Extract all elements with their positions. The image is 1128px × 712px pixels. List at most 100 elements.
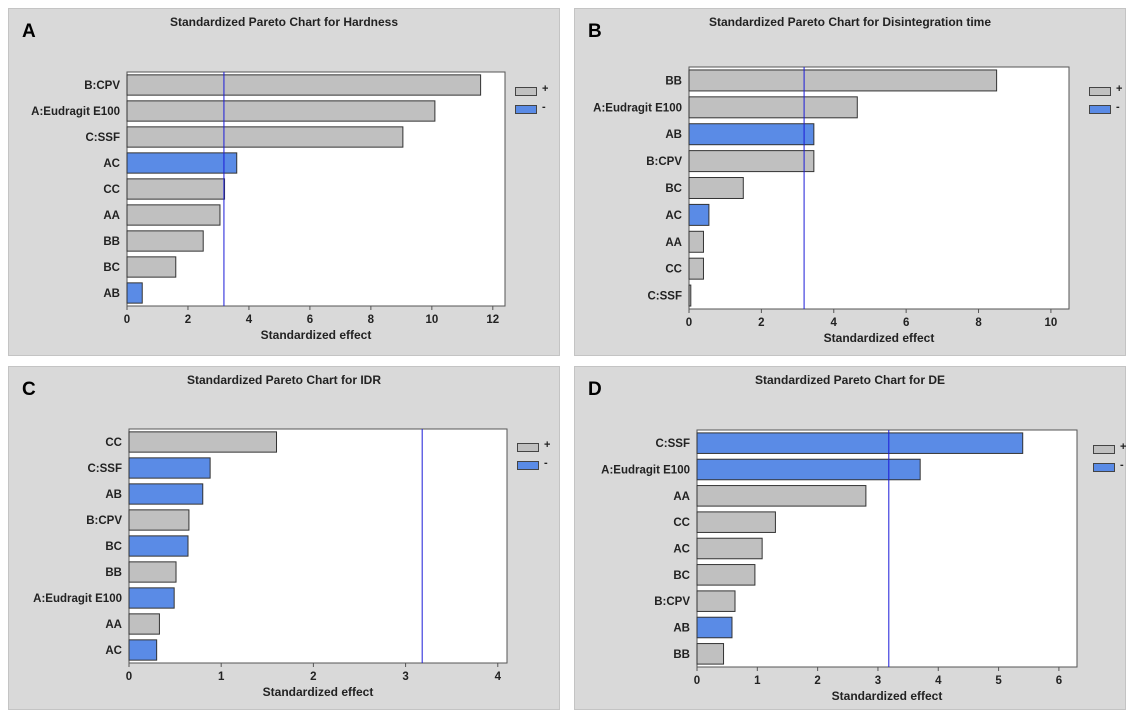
legend-swatch-negative xyxy=(1089,105,1111,114)
legend-swatch-negative xyxy=(1093,463,1115,472)
category-label: B:CPV xyxy=(654,596,690,608)
category-label: B:CPV xyxy=(86,515,122,527)
panel-label-c: C xyxy=(22,379,36,400)
chart-svg-a: B:CPV A:Eudragit E100 C:SSF AC CC AA BB BC AB 0 2 4… xyxy=(31,71,506,342)
bar xyxy=(126,230,204,252)
category-label: C:SSF xyxy=(86,132,121,144)
chart-svg-c: CC C:SSF AB B:CPV BC BB A:Eudragit E100 AA AC 0 1 2… xyxy=(33,428,508,699)
category-label: AA xyxy=(665,237,682,249)
category-label: BC xyxy=(665,183,682,195)
legend-label-negative: - xyxy=(1120,459,1124,471)
bar xyxy=(696,432,1024,454)
category-label: A:Eudragit E100 xyxy=(31,106,120,118)
bar xyxy=(696,511,776,533)
category-label: AB xyxy=(665,129,682,141)
x-tick-label: 4 xyxy=(246,314,253,326)
bar xyxy=(696,564,756,586)
category-label: C:SSF xyxy=(656,438,691,450)
bar xyxy=(696,458,921,481)
x-tick-label: 4 xyxy=(935,675,942,687)
legend-swatch-positive xyxy=(1093,445,1115,454)
bar xyxy=(128,613,160,635)
bar xyxy=(128,509,190,531)
bar xyxy=(688,123,815,146)
x-tick-label: 4 xyxy=(831,317,838,329)
chart-title-d: Standardized Pareto Chart for DE xyxy=(754,373,946,387)
category-label: AB xyxy=(105,489,122,501)
bar xyxy=(688,203,710,226)
legend-swatch-negative xyxy=(517,461,539,470)
category-label: AA xyxy=(673,491,690,503)
legend-swatch-positive xyxy=(515,87,537,96)
x-tick-label: 10 xyxy=(1045,317,1058,329)
x-tick-label: 2 xyxy=(814,675,820,687)
legend-label-negative: - xyxy=(542,101,546,113)
category-label: B:CPV xyxy=(84,80,120,92)
bar xyxy=(696,485,867,507)
bar xyxy=(128,587,175,609)
legend-swatch-positive xyxy=(517,443,539,452)
category-label: BB xyxy=(673,649,690,661)
bar xyxy=(696,643,725,665)
category-label: AA xyxy=(103,210,120,222)
category-label: AC xyxy=(673,544,690,556)
bar xyxy=(128,431,278,453)
bar xyxy=(128,639,158,661)
bar xyxy=(128,535,189,557)
x-axis-label: Standardized effect xyxy=(263,685,374,699)
bar xyxy=(688,257,704,280)
x-tick-label: 8 xyxy=(368,314,375,326)
bar xyxy=(126,74,482,96)
chart-panel-c: CC C:SSF AB B:CPV BC BB A:Eudragit E100 AA AC 0 1 2… xyxy=(8,366,560,710)
bar xyxy=(696,616,733,639)
category-label: AB xyxy=(103,288,120,300)
x-tick-label: 2 xyxy=(310,671,316,683)
category-label: A:Eudragit E100 xyxy=(601,465,690,477)
x-tick-label: 3 xyxy=(875,675,881,687)
chart-panel-d: C:SSF A:Eudragit E100 AA CC AC BC B:CPV AB BB 0 1 2… xyxy=(574,366,1126,710)
category-label: CC xyxy=(665,264,682,276)
x-tick-label: 0 xyxy=(686,317,692,329)
legend-label-positive: + xyxy=(1116,83,1123,95)
x-tick-label: 5 xyxy=(995,675,1002,687)
x-axis-label: Standardized effect xyxy=(824,331,935,345)
bar xyxy=(126,178,226,200)
category-label: AC xyxy=(665,210,682,222)
x-tick-label: 2 xyxy=(758,317,764,329)
x-tick-label: 1 xyxy=(754,675,761,687)
x-tick-label: 0 xyxy=(124,314,130,326)
category-label: C:SSF xyxy=(88,463,123,475)
x-axis-label: Standardized effect xyxy=(261,328,372,342)
x-tick-label: 6 xyxy=(1056,675,1062,687)
bar xyxy=(126,256,177,278)
bar xyxy=(126,204,221,226)
bar xyxy=(126,282,143,304)
bar xyxy=(688,69,998,92)
legend-label-positive: + xyxy=(544,439,551,451)
category-label: CC xyxy=(103,184,120,196)
x-tick-label: 6 xyxy=(903,317,909,329)
bar xyxy=(128,561,177,583)
category-label: CC xyxy=(105,437,122,449)
category-label: A:Eudragit E100 xyxy=(593,102,682,114)
category-label: BC xyxy=(103,262,120,274)
bar xyxy=(128,483,204,505)
bar xyxy=(688,284,692,307)
bar xyxy=(688,230,704,253)
bar xyxy=(696,590,736,612)
bar xyxy=(126,152,238,174)
chart-title-a: Standardized Pareto Chart for Hardness xyxy=(169,15,399,29)
x-tick-label: 3 xyxy=(402,671,408,683)
bar xyxy=(126,100,436,122)
bar xyxy=(128,457,211,479)
chart-panel-b: BB A:Eudragit E100 AB B:CPV BC AC AA CC C:SSF 0 2 4… xyxy=(574,8,1126,356)
category-label: A:Eudragit E100 xyxy=(33,593,122,605)
chart-svg-b: BB A:Eudragit E100 AB B:CPV BC AC AA CC C:SSF 0 2 4… xyxy=(593,66,1070,345)
legend-swatch-positive xyxy=(1089,87,1111,96)
bar xyxy=(696,537,763,560)
bar xyxy=(688,150,815,173)
x-tick-label: 1 xyxy=(218,671,225,683)
legend-label-negative: - xyxy=(1116,101,1120,113)
x-tick-label: 10 xyxy=(425,314,438,326)
x-tick-label: 0 xyxy=(694,675,700,687)
